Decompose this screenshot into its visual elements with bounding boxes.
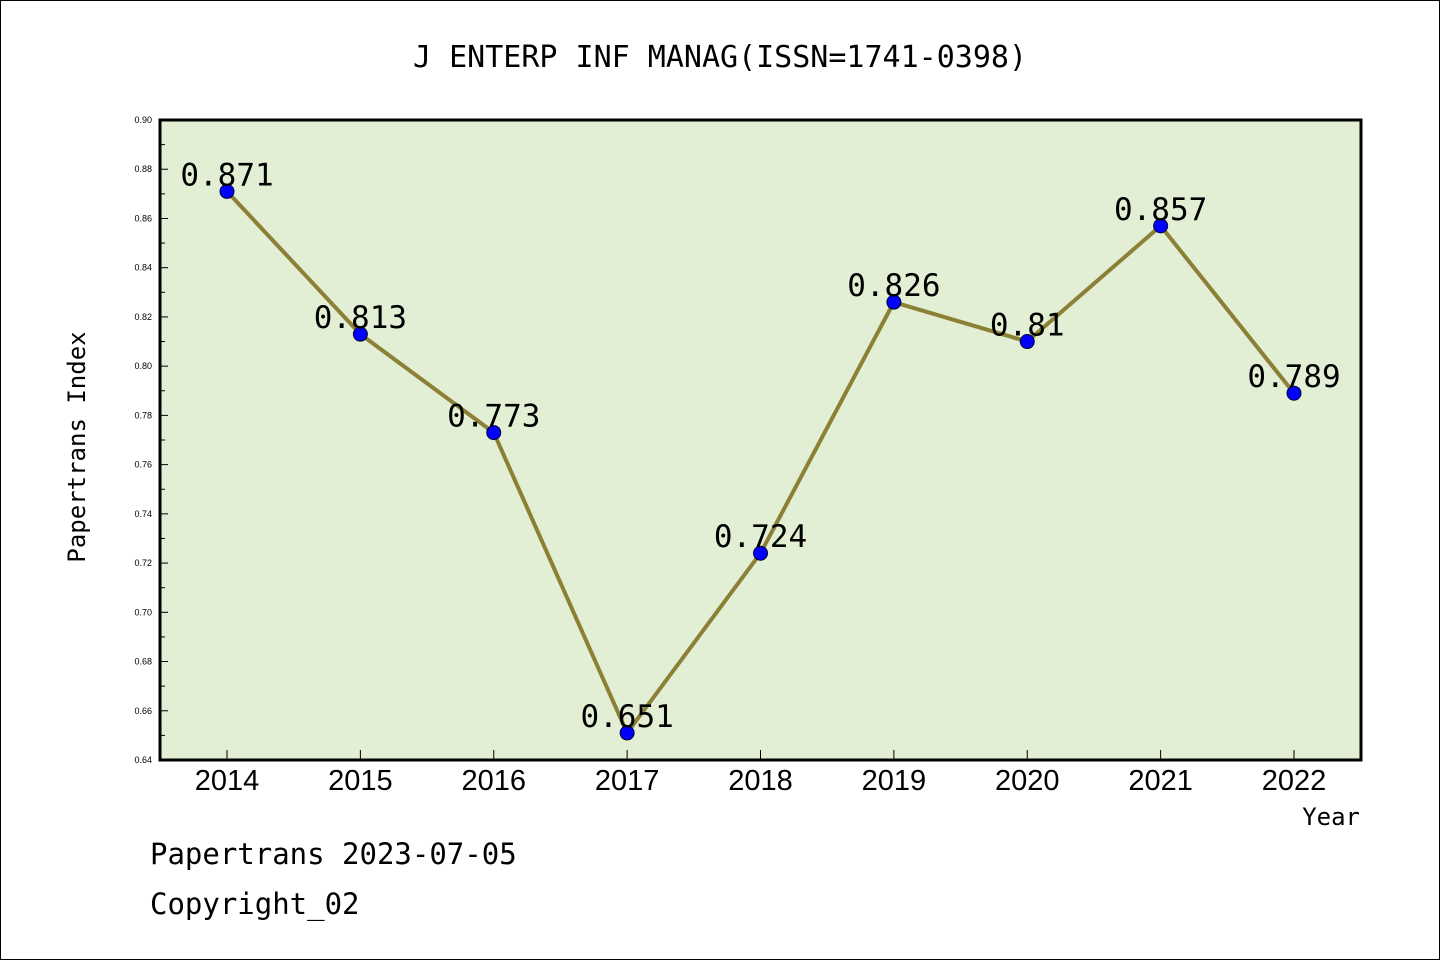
data-label-2021: 0.857 (1114, 192, 1207, 228)
y-tick-label: 0.88 (134, 164, 152, 174)
data-label-2022: 0.789 (1247, 359, 1340, 395)
x-tick-label: 2019 (862, 765, 927, 797)
data-point-2019 (886, 294, 902, 310)
x-tick-label: 2018 (728, 765, 793, 797)
data-point-2017 (619, 725, 635, 741)
y-tick-label: 0.82 (134, 312, 152, 322)
y-tick-label: 0.86 (134, 213, 152, 223)
data-label-2020: 0.81 (990, 308, 1065, 344)
x-tick-label: 2020 (995, 765, 1060, 797)
x-tick-label: 2016 (461, 765, 526, 797)
y-tick-label: 0.74 (134, 509, 152, 519)
data-label-2019: 0.826 (847, 268, 940, 304)
x-tick-label: 2015 (328, 765, 393, 797)
data-point-2016 (486, 425, 502, 441)
data-label-2018: 0.724 (714, 519, 807, 555)
data-markers (219, 183, 1302, 741)
y-tick-label: 0.68 (134, 657, 152, 667)
data-point-2020 (1019, 334, 1035, 350)
plot-border (158, 118, 1363, 762)
y-tick-label: 0.66 (134, 706, 152, 716)
y-tick-label: 0.78 (134, 410, 152, 420)
data-point-2021 (1153, 218, 1169, 234)
footer-copyright: Copyright_02 (150, 887, 360, 922)
data-point-2018 (753, 545, 768, 561)
x-axis-ticks: 2014 2015 2016 2017 2018 2019 2020 2021 2022 (195, 750, 1327, 797)
data-point-2015 (352, 326, 368, 342)
data-labels: 0.871 0.813 0.773 0.651 0.724 0.826 0.81 0.857 0… (180, 157, 1340, 735)
data-point-2022 (1286, 385, 1302, 401)
y-tick-label: 0.70 (134, 607, 152, 617)
y-tick-label: 0.76 (134, 460, 152, 470)
y-tick-label: 0.80 (134, 361, 152, 371)
data-point-2014 (219, 183, 235, 199)
y-axis-label: Papertrans Index (63, 331, 91, 562)
x-tick-label: 2021 (1128, 765, 1193, 797)
y-tick-label: 0.84 (134, 263, 152, 273)
x-tick-label: 2022 (1262, 765, 1327, 797)
x-tick-label: 2014 (195, 765, 260, 797)
data-label-2015: 0.813 (314, 300, 407, 336)
data-label-2016: 0.773 (447, 399, 540, 435)
y-tick-label: 0.64 (134, 755, 152, 765)
x-tick-label: 2017 (595, 765, 660, 797)
y-tick-label: 0.90 (134, 115, 152, 125)
data-label-2017: 0.651 (580, 699, 673, 735)
chart-title: J ENTERP INF MANAG(ISSN=1741-0398) (413, 40, 1027, 75)
x-axis-label: Year (1302, 803, 1360, 831)
y-tick-label: 0.72 (134, 558, 152, 568)
data-label-2014: 0.871 (180, 157, 273, 193)
footer-date: Papertrans 2023-07-05 (150, 837, 517, 871)
